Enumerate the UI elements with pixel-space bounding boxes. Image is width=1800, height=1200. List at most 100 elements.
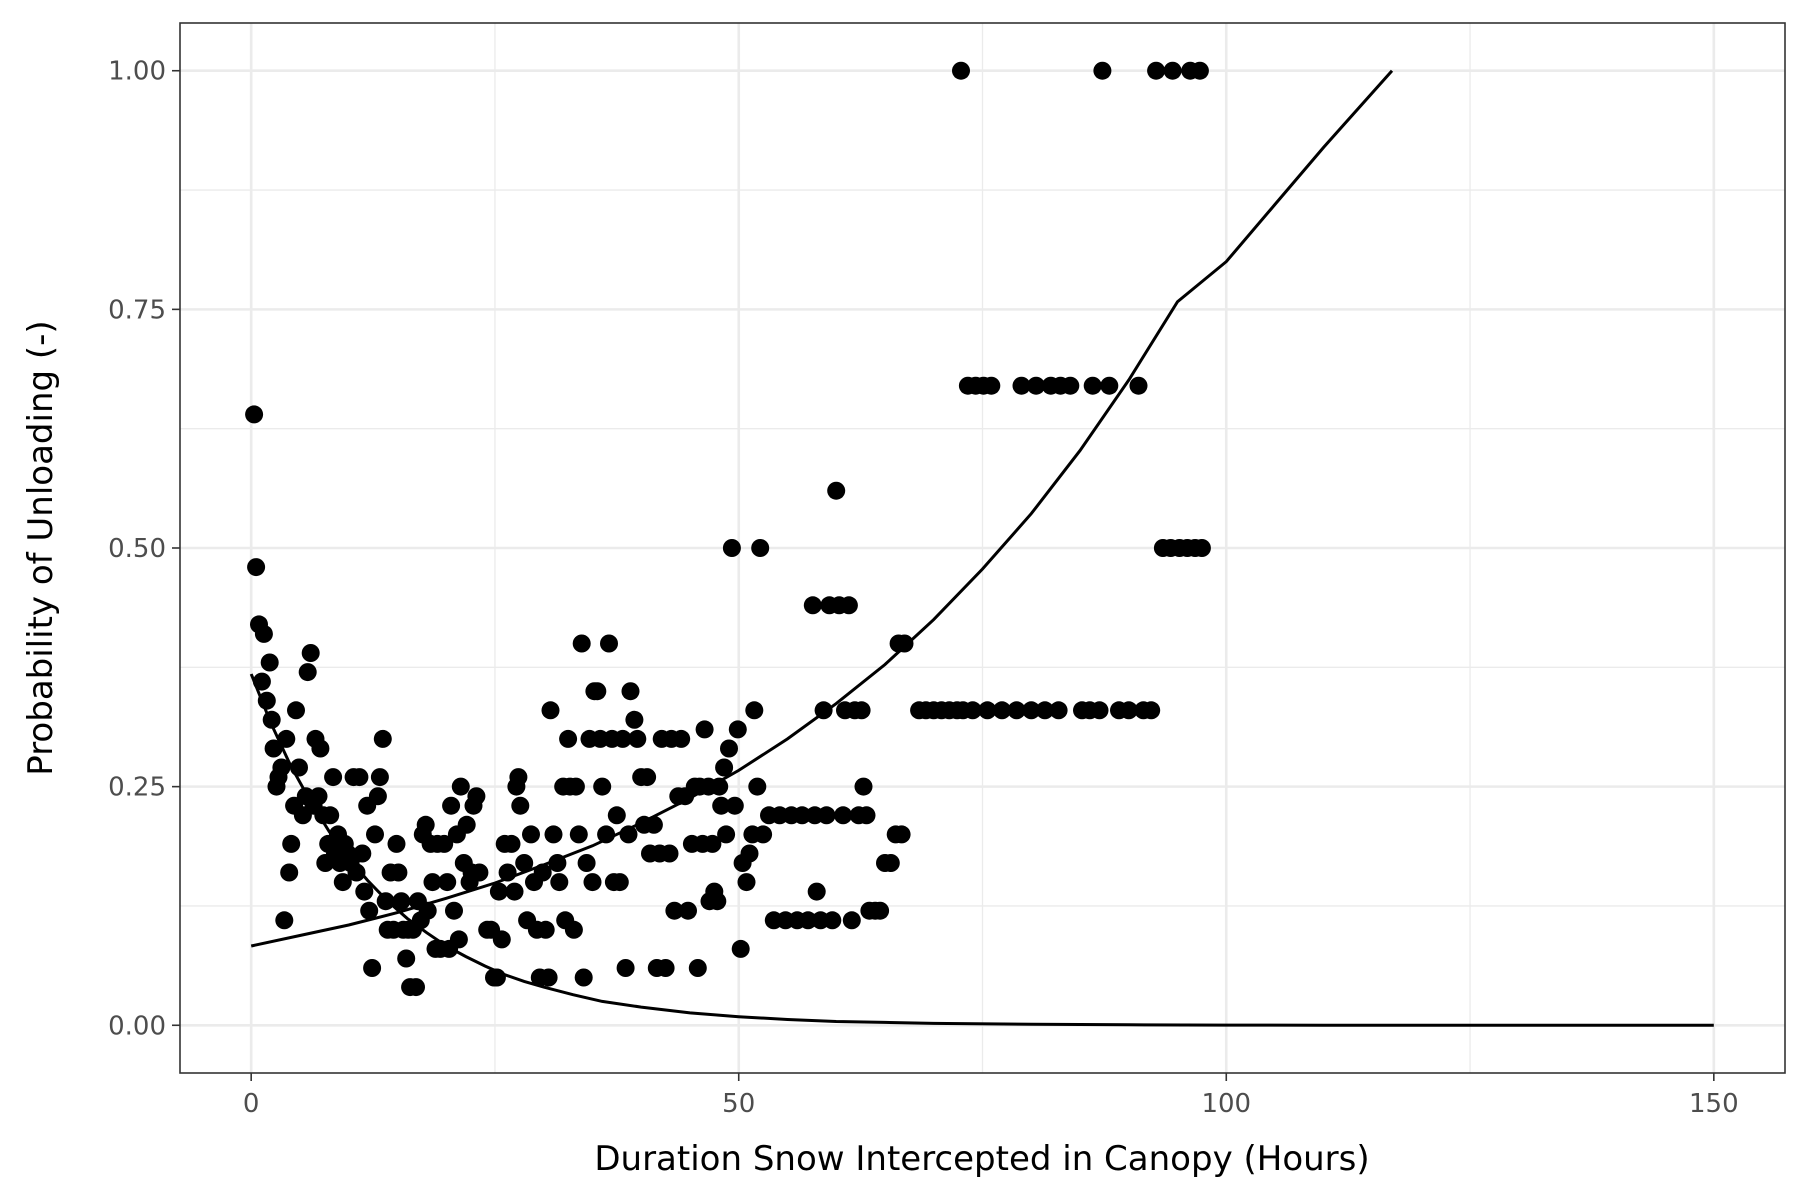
data-point	[895, 634, 914, 653]
data-point	[449, 930, 468, 949]
data-point	[993, 701, 1011, 720]
data-point	[397, 949, 416, 968]
data-point	[370, 768, 389, 787]
data-point	[522, 825, 540, 844]
data-point	[583, 873, 602, 892]
data-point	[593, 777, 612, 796]
data-point	[559, 729, 578, 748]
data-point	[827, 481, 846, 500]
data-point	[1090, 701, 1109, 720]
y-tick-label: 0.25	[108, 773, 166, 803]
data-point	[311, 739, 330, 758]
data-point	[355, 882, 374, 901]
data-point	[660, 844, 679, 863]
data-point	[442, 796, 461, 815]
data-point	[600, 634, 618, 653]
data-point	[638, 768, 657, 787]
data-point	[715, 758, 734, 777]
data-point	[708, 892, 727, 911]
data-point	[541, 701, 560, 720]
data-point	[539, 968, 558, 987]
data-point	[1192, 539, 1211, 557]
data-point	[277, 729, 296, 748]
data-point	[728, 720, 747, 739]
data-point	[621, 682, 640, 701]
data-point	[1049, 701, 1068, 720]
data-point	[574, 968, 593, 987]
data-point	[857, 806, 876, 825]
data-point	[1061, 376, 1080, 395]
data-point	[754, 825, 773, 844]
data-point	[301, 644, 320, 662]
data-point	[842, 911, 861, 930]
data-point	[245, 405, 264, 424]
data-point	[751, 539, 770, 557]
data-point	[566, 777, 585, 796]
data-point	[803, 596, 822, 615]
data-point	[467, 787, 486, 806]
data-point	[536, 920, 555, 939]
data-point	[572, 634, 591, 653]
data-point	[717, 825, 736, 844]
data-point	[1100, 376, 1119, 395]
data-point	[360, 901, 379, 920]
data-point	[309, 787, 328, 806]
data-point	[247, 558, 266, 577]
y-tick-label: 0.75	[108, 295, 166, 325]
data-point	[492, 930, 511, 949]
data-point	[597, 825, 616, 844]
data-point	[515, 854, 534, 872]
y-tick-label: 1.00	[108, 57, 166, 87]
data-point	[264, 739, 283, 758]
data-point	[498, 863, 517, 882]
data-point	[1083, 376, 1102, 395]
data-point	[616, 959, 635, 977]
x-tick-label: 150	[1689, 1089, 1739, 1119]
data-point	[287, 701, 305, 720]
data-point	[282, 834, 301, 853]
data-point	[656, 959, 675, 977]
data-point	[892, 825, 911, 844]
data-point	[799, 911, 817, 930]
data-point	[438, 873, 457, 892]
data-point	[722, 539, 741, 557]
data-point	[1093, 61, 1112, 80]
data-point	[509, 768, 528, 787]
data-point	[254, 624, 273, 643]
data-point	[1147, 61, 1166, 80]
data-point	[1142, 701, 1161, 720]
data-point	[748, 777, 767, 796]
data-point	[389, 863, 408, 882]
data-point	[502, 834, 521, 853]
data-point	[978, 701, 997, 720]
data-point	[544, 825, 563, 844]
data-point	[489, 882, 508, 901]
y-tick-label: 0.00	[108, 1011, 166, 1041]
data-point	[679, 901, 697, 920]
data-point	[982, 376, 1001, 395]
growth-curve	[250, 69, 1394, 948]
data-point	[644, 815, 663, 834]
data-point	[298, 663, 317, 682]
data-point	[607, 806, 626, 825]
data-point	[363, 959, 382, 977]
data-point	[376, 892, 395, 911]
data-point	[260, 653, 279, 672]
data-point	[353, 844, 372, 863]
data-point	[333, 873, 352, 892]
data-point	[366, 825, 384, 844]
data-point	[720, 739, 738, 758]
data-point	[839, 596, 858, 615]
data-point	[373, 729, 392, 748]
data-point	[435, 834, 454, 853]
data-point	[1035, 701, 1054, 720]
data-point	[1027, 376, 1046, 395]
data-point	[368, 787, 387, 806]
data-point	[418, 901, 437, 920]
data-point	[610, 873, 629, 892]
data-point	[793, 806, 812, 825]
data-point	[350, 768, 369, 787]
data-point	[823, 911, 842, 930]
x-axis-title: Duration Snow Intercepted in Canopy (Hou…	[594, 1139, 1369, 1179]
